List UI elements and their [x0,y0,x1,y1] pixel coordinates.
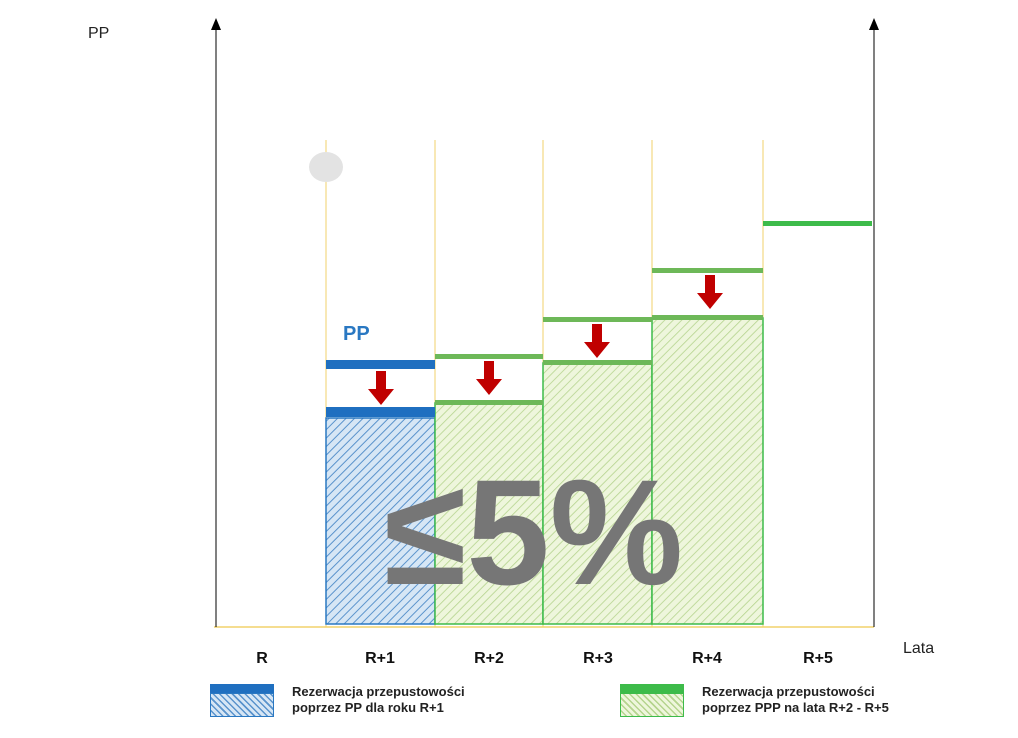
ppp-level-r4-upper [652,268,763,273]
legend-ppp-swatch [620,684,684,717]
arrow-down-icon [697,275,723,309]
category-label: R+5 [803,650,833,667]
bar-ppp-r2 [434,402,544,625]
arrow-down-icon [584,324,610,358]
pp-label: PP [343,323,370,345]
arrow-down-icon [368,371,394,405]
legend-pp: Rezerwacja przepustowości poprzez PP dla… [210,684,532,717]
reduction-arrows [368,275,723,405]
category-label: R+2 [474,650,504,667]
category-label: R [256,650,268,667]
legend-ppp-line2: poprzez PPP na lata R+2 - R+5 [702,700,889,715]
legend-ppp-line1: Rezerwacja przepustowości [702,684,875,699]
bar-pp-r1 [325,417,436,625]
category-label: R+3 [583,650,613,667]
legend-pp-line2: poprzez PP dla roku R+1 [292,700,444,715]
pp-level-lower [326,407,435,417]
ppp-level-r5 [763,221,872,226]
x-axis-label: Lata [903,640,934,657]
legend-ppp: Rezerwacja przepustowości poprzez PPP na… [620,684,942,717]
decorative-circle [309,152,343,182]
legend-pp-swatch [210,684,274,717]
y-axis-right-arrow-icon [869,18,879,30]
ppp-level-r4-lower [652,315,763,320]
ppp-level-r3-lower [543,360,652,365]
ppp-level-r2-lower [435,400,543,405]
y-axis-left-arrow-icon [211,18,221,30]
y-axis-label: PP [88,25,109,42]
ppp-level-r3-upper [543,317,652,322]
category-label: R+1 [365,650,395,667]
ppp-level-r2-upper [435,354,543,359]
legend-ppp-text: Rezerwacja przepustowości poprzez PPP na… [702,684,942,716]
legend-pp-line1: Rezerwacja przepustowości [292,684,465,699]
arrow-down-icon [476,361,502,395]
category-labels: R R+1 R+2 R+3 R+4 R+5 [256,650,833,667]
legend-pp-text: Rezerwacja przepustowości poprzez PP dla… [292,684,532,716]
pp-level-upper [326,360,435,369]
limit-label: ≤5% [384,448,683,616]
category-label: R+4 [692,650,722,667]
